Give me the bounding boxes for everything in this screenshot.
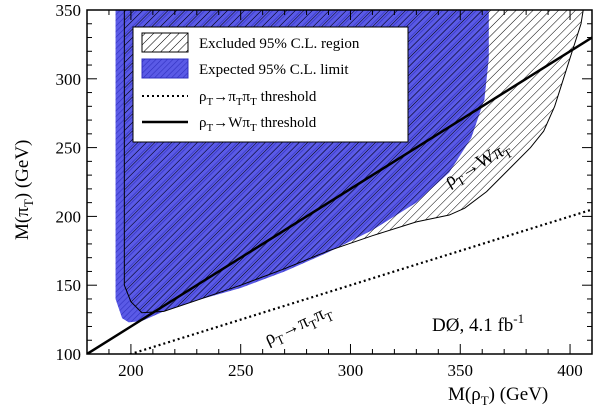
legend-label-excluded: Excluded 95% C.L. region <box>199 36 360 52</box>
axis-ticks: 200 250 300 350 400 100 150 200 250 300 350 <box>56 1 593 380</box>
x-tick-label: 300 <box>338 361 364 380</box>
y-axis-label: M(πT) (GeV) <box>12 140 36 240</box>
x-tick-label: 250 <box>228 361 254 380</box>
y-tick-label: 300 <box>56 70 82 89</box>
legend-swatch-excluded <box>141 32 189 53</box>
y-tick-label: 100 <box>56 345 82 364</box>
x-tick-label: 350 <box>448 361 474 380</box>
legend-label-pipi: ρT→πTπT threshold <box>199 89 317 108</box>
legend-label-w: ρT→WπT threshold <box>199 115 317 134</box>
lines-layer <box>87 36 592 354</box>
legend: Excluded 95% C.L. region Expected 95% C.… <box>132 26 409 143</box>
y-tick-label: 250 <box>56 139 82 158</box>
annotation-pipi-threshold: ρT→πTπT <box>261 300 336 352</box>
y-tick-label: 200 <box>56 207 82 226</box>
x-tick-label: 200 <box>118 361 144 380</box>
legend-swatch-expected <box>141 58 189 79</box>
y-tick-label: 350 <box>56 1 82 20</box>
x-tick-label: 400 <box>557 361 583 380</box>
pipi-threshold-line <box>127 208 592 354</box>
plot-frame <box>86 9 593 355</box>
legend-label-expected: Expected 95% C.L. limit <box>199 62 349 78</box>
y-tick-label: 150 <box>56 276 82 295</box>
w-threshold-line <box>87 36 592 354</box>
annotation-experiment: DØ, 4.1 fb-1 <box>432 311 524 336</box>
x-axis-label: M(ρT) (GeV) <box>448 384 548 408</box>
